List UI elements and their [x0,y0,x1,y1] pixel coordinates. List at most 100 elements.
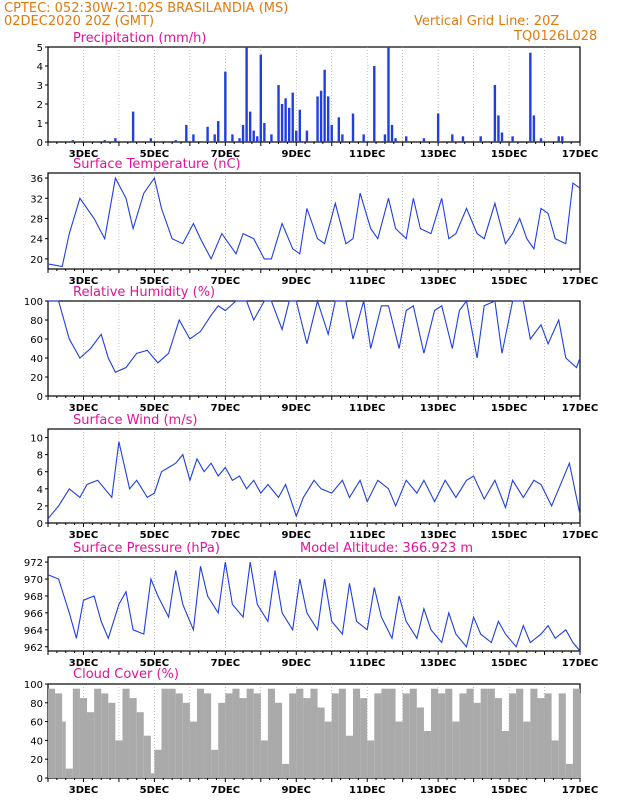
temperature-panel: Surface Temperature (nC) 20 24 28 32 36 3DEC 5… [30,157,598,287]
precipitation-xtick-label: 11DEC [349,149,385,160]
cloud-cover-bar [367,740,375,778]
cloud-cover-bar [274,702,283,778]
precipitation-bar [280,104,284,142]
humidity-xtick-label: 9DEC [282,403,311,414]
precipitation-bar [557,136,560,142]
temperature-title: Surface Temperature (nC) [73,157,241,172]
precipitation-bar [174,140,177,142]
precipitation-bar [298,109,302,142]
header-location: CPTEC: 052:30W-21:02S BRASILANDIA (MS) [4,1,288,16]
cloud-cover-bar [55,693,63,778]
cloud-cover-bar [260,740,268,778]
cloud-cover-bar [87,712,95,778]
precipitation-ytick-label: 2 [37,100,43,111]
precipitation-bar [103,140,106,142]
precipitation-bar [149,138,153,142]
humidity-xtick-label: 13DEC [420,403,456,414]
precipitation-bar [532,115,536,142]
cloud-cover-ytick-label: 60 [30,718,43,729]
cloud-cover-bar [388,688,396,778]
precipitation-ytick-label: 1 [37,119,43,130]
cloud-cover-bar [246,688,254,778]
precipitation-bar [422,138,426,142]
pressure-xtick-label: 13DEC [420,658,456,669]
cloud-cover-bar [225,693,233,778]
cloud-cover-bar [551,740,559,778]
humidity-xtick-label: 7DEC [211,403,240,414]
precipitation-ytick-label: 0 [37,138,43,149]
wind-ytick-label: 4 [37,485,43,496]
precipitation-xtick-label: 15DEC [491,149,527,160]
precipitation-xtick-label: 5DEC [140,149,169,160]
cloud-cover-bar [296,688,304,778]
wind-xtick-label: 5DEC [140,530,169,541]
cloud-cover-xtick-label: 3DEC [69,785,98,796]
temperature-xtick-label: 17DEC [562,276,598,287]
cloud-cover-bar [501,731,510,778]
cloud-cover-ytick-label: 0 [37,774,43,785]
cloud-cover-bar [565,763,573,778]
cloud-cover-bar [473,702,481,778]
precipitation-bar [316,96,319,142]
precipitation-panel: Precipitation (mm/h) 0 1 2 3 4 5 3DEC 5DEC 7DEC 9… [37,31,599,160]
temperature-xtick-label: 9DEC [282,276,311,287]
humidity-ytick-label: 100 [24,297,43,308]
cloud-cover-bar [395,721,403,778]
pressure-xtick-label: 15DEC [491,658,527,669]
wind-panel: Surface Wind (m/s) 0 2 4 6 8 10 3DEC 5DEC 7DEC 9D… [30,413,598,541]
cloud-cover-bar [129,698,137,778]
precipitation-bar [461,136,465,142]
cloud-cover-bar [494,698,502,778]
cloud-cover-bar [509,693,517,778]
cloud-cover-bar [409,688,417,778]
precipitation-bar [305,130,309,142]
cloud-cover-bar [154,749,162,778]
precipitation-xtick-label: 9DEC [282,149,311,160]
cloud-cover-bar [101,693,109,778]
precipitation-bar [71,140,75,142]
precipitation-xtick-label: 17DEC [562,149,598,160]
cloud-cover-bar [452,721,460,778]
cloud-cover-bar [317,707,325,778]
wind-xtick-label: 9DEC [282,530,311,541]
temperature-ytick-label: 24 [30,235,43,246]
pressure-ytick-label: 962 [24,643,43,654]
cloud-cover-bar [445,688,453,778]
pressure-title: Surface Pressure (hPa) [73,541,220,556]
cloud-cover-bar [72,688,80,778]
precipitation-bar [323,69,326,142]
cloud-cover-bar [211,749,219,778]
humidity-series-line [48,298,581,374]
precipitation-bar [224,71,227,142]
wind-xtick-label: 17DEC [562,530,598,541]
cloud-cover-xtick-label: 7DEC [211,785,240,796]
humidity-ytick-label: 80 [30,316,43,327]
precipitation-bar [497,115,500,142]
humidity-ytick-label: 60 [30,335,43,346]
cloud-cover-bar [324,721,332,778]
pressure-panel: Surface Pressure (hPa) Model Altitude: 3… [24,541,598,669]
humidity-xtick-label: 5DEC [140,403,169,414]
cloud-cover-bar [239,698,247,778]
precipitation-bar [326,96,330,142]
cloud-cover-bar [253,693,261,778]
cloud-cover-bar [182,702,190,778]
precipitation-bar [362,134,365,142]
cloud-cover-xtick-label: 11DEC [349,785,385,796]
cloud-cover-bar [150,773,155,778]
temperature-ytick-label: 20 [30,255,43,266]
humidity-xtick-label: 11DEC [349,403,385,414]
pressure-ytick-label: 968 [24,592,43,603]
precipitation-bar [263,123,266,142]
precipitation-ytick-label: 3 [37,81,43,92]
cloud-cover-bar [459,693,467,778]
precipitation-bar [277,85,280,142]
header-run-time: 02DEC2020 20Z (GMT) [4,14,154,29]
humidity-xtick-label: 17DEC [562,403,598,414]
wind-ytick-label: 10 [30,434,43,445]
cloud-cover-bar [310,688,318,778]
pressure-ytick-label: 964 [24,626,43,637]
temperature-xtick-label: 13DEC [420,276,456,287]
precipitation-title: Precipitation (mm/h) [73,31,206,46]
